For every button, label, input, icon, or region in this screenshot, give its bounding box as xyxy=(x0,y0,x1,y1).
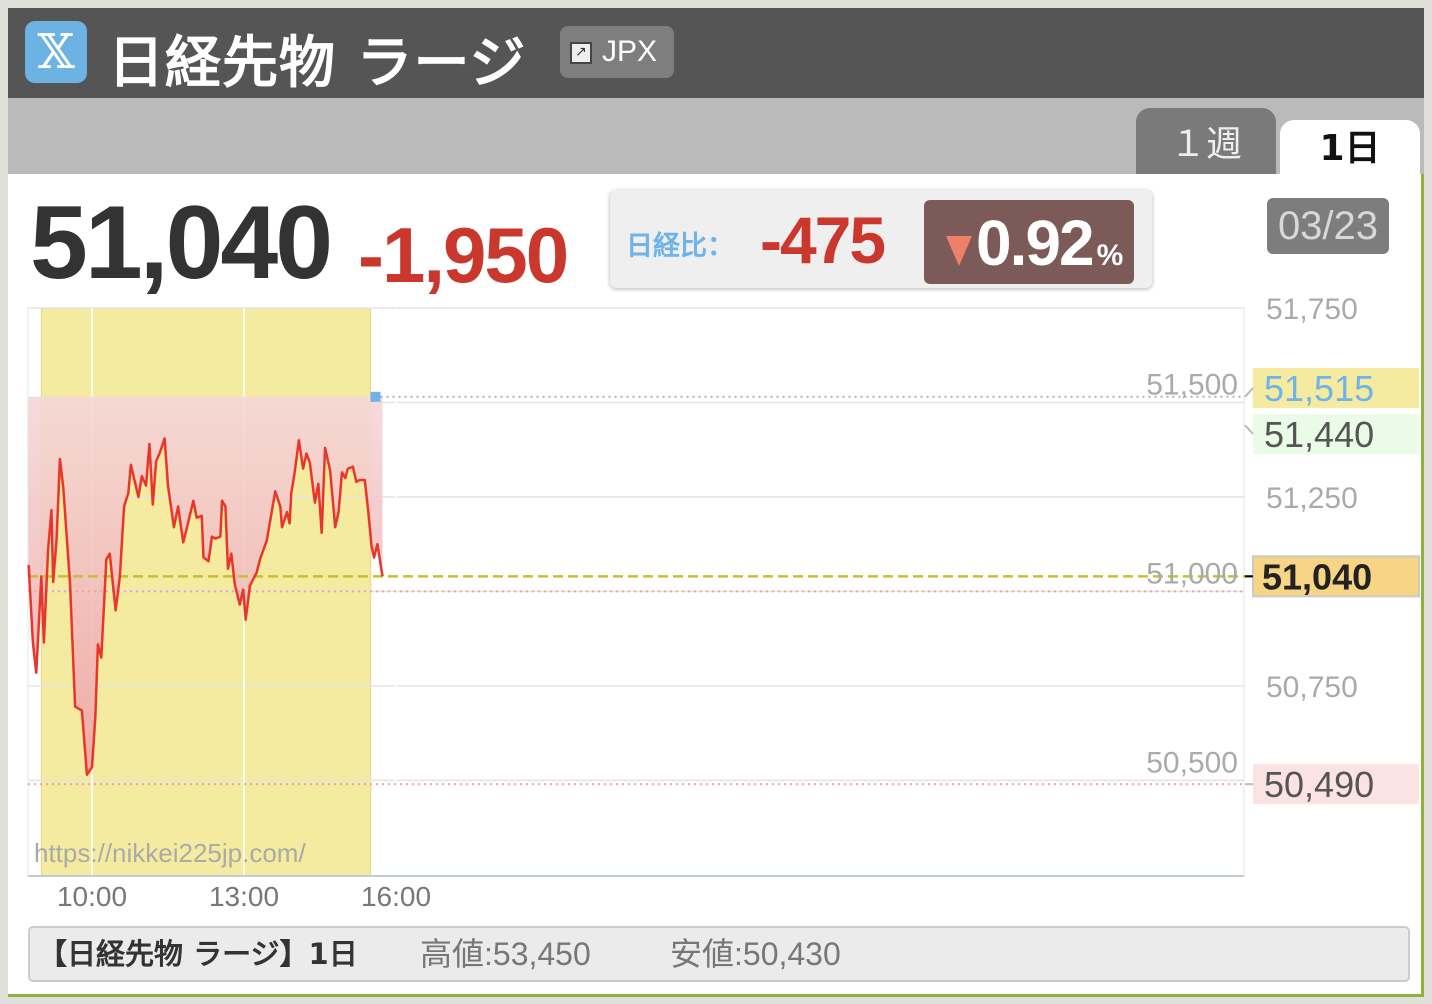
marker-label-bg-high xyxy=(1253,367,1419,408)
tab-1-week[interactable]: １週 xyxy=(1136,108,1276,174)
nikkei-comparison-box: 日経比： -475 0.92% xyxy=(610,190,1152,288)
marker-leader-reference xyxy=(1244,424,1254,435)
percent-unit: % xyxy=(1096,239,1124,272)
header-bar: 𝕏 日経先物 ラージ ↗ JPX xyxy=(8,8,1424,98)
percent-badge: 0.92% xyxy=(924,200,1134,284)
marker-label-bg-low xyxy=(1253,764,1419,805)
x-logo-icon[interactable]: 𝕏 xyxy=(25,21,87,83)
page-title: 日経先物 ラージ xyxy=(108,31,527,96)
marker-leader-high xyxy=(1244,387,1254,398)
marker-label-high: 51,515 xyxy=(1264,368,1374,409)
date-badge: 03/23 xyxy=(1267,198,1389,254)
y-tick-label: 51,250 xyxy=(1266,482,1358,515)
marker-label-bg-current xyxy=(1252,555,1420,598)
marker-label-reference: 51,440 xyxy=(1264,414,1374,455)
day-high: 高値:53,450 xyxy=(420,936,591,972)
day-low: 安値:50,430 xyxy=(670,936,841,972)
summary-bar: 【日経先物 ラージ】1日 高値:53,450 安値:50,430 xyxy=(28,926,1410,982)
y-tick-label: 51,750 xyxy=(1266,293,1358,326)
x-tick-label: 16:00 xyxy=(361,881,431,912)
y-tick-label: 51,500 xyxy=(1146,368,1238,401)
jpx-label: JPX xyxy=(602,35,658,68)
high-marker xyxy=(370,391,381,402)
percent-value: 0.92 xyxy=(976,207,1095,279)
x-tick-label: 13:00 xyxy=(209,881,279,912)
y-tick-label: 51,000 xyxy=(1146,557,1238,590)
marker-label-current: 51,040 xyxy=(1262,556,1372,597)
watermark-url: https://nikkei225jp.com/ xyxy=(34,838,306,868)
external-link-icon: ↗ xyxy=(570,42,592,64)
price-line xyxy=(27,437,384,776)
marker-label-bg-reference xyxy=(1253,413,1419,454)
marker-label-low: 50,490 xyxy=(1264,764,1374,805)
x-tick-label: 10:00 xyxy=(57,881,127,912)
y-tick-label: 50,500 xyxy=(1146,746,1238,779)
tab-bar: １週 1日 xyxy=(8,98,1424,174)
jpx-link-button[interactable]: ↗ JPX xyxy=(560,26,674,78)
comparison-value: -475 xyxy=(760,203,886,277)
comparison-label: 日経比： xyxy=(626,231,734,262)
price-chart: 10:00 13:00 16:00 https://nikkei225jp.com/5… xyxy=(27,293,1420,912)
price-change: -1,950 xyxy=(358,211,569,299)
summary-title: 【日経先物 ラージ】1日 xyxy=(38,937,358,971)
area-fill xyxy=(28,396,383,775)
current-price: 51,040 xyxy=(30,185,333,301)
y-tick-label: 50,750 xyxy=(1266,671,1358,704)
tab-1-day[interactable]: 1日 xyxy=(1280,120,1420,174)
down-triangle-icon xyxy=(946,236,972,266)
chart-card: 51,040 -1,950 日経比： -475 0.92% 03/23 10:0… xyxy=(8,174,1424,997)
